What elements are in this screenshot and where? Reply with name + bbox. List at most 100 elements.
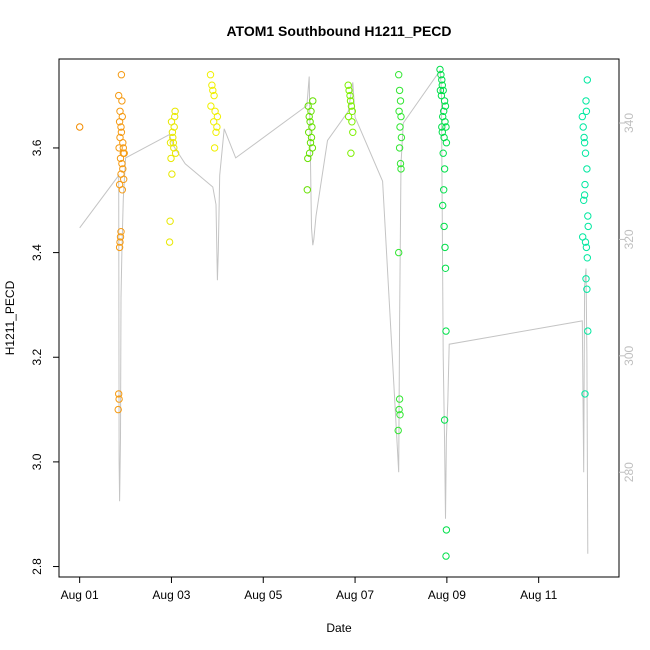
y-axis-label: H1211_PECD	[3, 280, 17, 355]
data-point	[306, 118, 314, 126]
series-group	[165, 107, 180, 246]
data-point	[348, 118, 356, 126]
series-group	[394, 71, 406, 435]
data-point	[167, 154, 175, 163]
data-point	[395, 405, 403, 414]
data-point	[307, 107, 315, 116]
data-point	[119, 165, 127, 173]
data-point	[170, 144, 178, 152]
y2-tick-label: 340	[622, 113, 636, 133]
y2-tick-label: 320	[622, 229, 636, 249]
x-tick-label: Aug 03	[152, 588, 190, 602]
data-point	[347, 149, 355, 157]
data-point	[582, 275, 590, 283]
data-point	[346, 91, 354, 100]
x-tick-label: Aug 05	[244, 588, 282, 602]
data-point	[116, 107, 124, 116]
data-point	[440, 165, 449, 173]
data-point	[303, 186, 311, 194]
data-point	[397, 165, 405, 173]
chart-title: ATOM1 Southbound H1211_PECD	[226, 23, 451, 39]
data-point	[439, 201, 447, 210]
data-point	[119, 144, 128, 152]
data-point	[583, 165, 591, 173]
data-point	[578, 112, 586, 121]
series-group	[76, 123, 84, 131]
data-point	[396, 411, 404, 419]
data-point	[581, 238, 590, 246]
data-point	[438, 123, 446, 131]
data-point	[348, 107, 356, 116]
data-point	[442, 139, 451, 147]
data-point	[168, 128, 177, 137]
data-point	[210, 118, 218, 126]
y-tick-label: 3.4	[30, 244, 44, 261]
data-point	[213, 112, 222, 121]
data-point	[583, 76, 591, 84]
data-point	[305, 112, 313, 121]
data-point	[438, 76, 446, 84]
data-point	[436, 65, 444, 74]
y-tick-label: 3.6	[30, 139, 44, 156]
data-point	[442, 123, 450, 131]
data-point	[396, 97, 405, 105]
series-group	[344, 81, 357, 157]
data-point	[579, 123, 587, 131]
data-point	[440, 222, 448, 231]
data-point	[120, 175, 128, 184]
data-point	[581, 390, 589, 398]
data-point	[441, 102, 450, 110]
data-point	[169, 139, 178, 147]
data-point	[581, 149, 590, 157]
series-group	[114, 71, 128, 414]
data-point	[584, 212, 592, 220]
secondary-series-line	[79, 69, 589, 554]
data-point	[209, 86, 217, 95]
x-tick-label: Aug 09	[428, 588, 466, 602]
data-point	[115, 91, 123, 100]
data-point	[580, 133, 588, 142]
data-point	[169, 133, 177, 142]
x-axis: Aug 01 Aug 03 Aug 05 Aug 07 Aug 09 Aug 11	[61, 577, 558, 602]
data-point	[438, 128, 446, 137]
data-point	[580, 191, 589, 199]
series-group	[578, 76, 592, 398]
data-point	[442, 526, 451, 534]
y2-tick-label: 300	[622, 345, 636, 365]
data-point	[305, 128, 313, 137]
y-axis: 2.8 3.0 3.2 3.4 3.6	[30, 139, 59, 575]
data-point	[118, 186, 127, 194]
data-point	[439, 149, 447, 157]
data-point	[210, 144, 219, 152]
secondary-line-layer	[79, 69, 589, 554]
y2-axis: 280 300 320 340	[619, 113, 636, 482]
data-point	[437, 71, 445, 79]
data-point	[442, 552, 450, 560]
data-point	[395, 86, 404, 95]
data-point	[395, 107, 403, 116]
data-point	[306, 139, 315, 147]
data-point	[115, 395, 123, 403]
data-point	[344, 81, 352, 89]
data-point	[397, 133, 406, 142]
data-point	[440, 416, 449, 424]
data-point	[394, 426, 402, 435]
data-point	[440, 97, 449, 105]
data-point	[117, 123, 125, 131]
data-point	[305, 149, 314, 157]
data-point	[115, 243, 124, 252]
data-point	[210, 91, 218, 100]
y-tick-label: 3.0	[30, 453, 44, 470]
x-tick-label: Aug 01	[61, 588, 99, 602]
data-point	[395, 395, 404, 403]
data-point	[581, 180, 589, 189]
data-point	[309, 97, 317, 105]
data-point	[115, 144, 123, 152]
data-point	[395, 71, 403, 79]
x-axis-label: Date	[326, 621, 352, 635]
data-point	[346, 97, 355, 105]
data-point	[397, 112, 405, 121]
data-point	[206, 71, 215, 79]
data-point	[437, 91, 446, 100]
data-point	[438, 81, 446, 89]
